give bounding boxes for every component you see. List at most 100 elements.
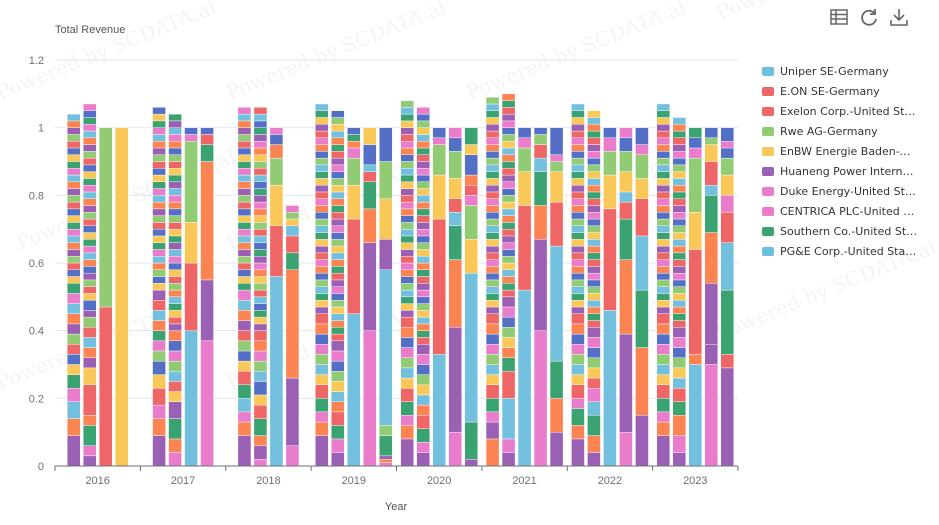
bar-segment[interactable] (152, 195, 166, 203)
bar-segment[interactable] (168, 381, 182, 392)
bar-segment[interactable] (533, 157, 548, 172)
bar-segment[interactable] (315, 191, 329, 199)
bar-segment[interactable] (571, 425, 585, 440)
bar-segment[interactable] (82, 384, 97, 416)
bar-segment[interactable] (237, 222, 252, 230)
bar-segment[interactable] (656, 266, 671, 274)
bar-segment[interactable] (501, 195, 516, 203)
bar-segment[interactable] (168, 256, 182, 264)
bar-segment[interactable] (485, 130, 500, 139)
bar-segment[interactable] (331, 252, 345, 260)
bar-segment[interactable] (587, 300, 601, 308)
bar-segment[interactable] (533, 127, 548, 135)
bar-segment[interactable] (253, 168, 268, 176)
bar-segment[interactable] (587, 272, 601, 281)
bar-segment[interactable] (253, 249, 268, 257)
legend-item[interactable]: Uniper SE-Germany (762, 61, 920, 81)
bar-segment[interactable] (82, 212, 97, 220)
bar-segment[interactable] (253, 154, 268, 162)
bar-segment[interactable] (237, 371, 252, 385)
bar-segment[interactable] (587, 313, 601, 321)
bar-segment[interactable] (672, 357, 687, 369)
bar-segment[interactable] (331, 306, 345, 314)
bar-segment[interactable] (464, 127, 478, 145)
bar-segment[interactable] (587, 279, 601, 287)
bar-segment[interactable] (152, 107, 166, 115)
bar-segment[interactable] (331, 313, 345, 321)
bar-segment[interactable] (331, 124, 345, 132)
bar-segment[interactable] (82, 266, 97, 274)
bar-group-2023[interactable] (656, 103, 735, 467)
bar-segment[interactable] (501, 228, 516, 237)
bar-segment[interactable] (656, 411, 671, 423)
bar-segment[interactable] (315, 259, 329, 267)
bar-segment[interactable] (656, 421, 671, 436)
bar-segment[interactable] (285, 212, 300, 220)
bar-segment[interactable] (485, 300, 500, 308)
bar-segment[interactable] (501, 181, 516, 189)
bar-segment[interactable] (253, 360, 268, 372)
bar-segment[interactable] (549, 431, 564, 467)
bar-segment[interactable] (237, 107, 252, 115)
bar-segment[interactable] (82, 151, 97, 159)
bar-segment[interactable] (688, 212, 703, 250)
bar-segment[interactable] (571, 354, 585, 365)
bar-segment[interactable] (416, 310, 430, 318)
bar-segment[interactable] (285, 269, 300, 379)
bar-segment[interactable] (400, 357, 414, 369)
bar-segment[interactable] (501, 262, 516, 270)
bar-segment[interactable] (416, 127, 430, 135)
bar-segment[interactable] (237, 283, 252, 291)
bar-segment[interactable] (485, 232, 500, 240)
bar-segment[interactable] (416, 249, 430, 257)
bar-segment[interactable] (656, 117, 671, 125)
bar-segment[interactable] (587, 218, 601, 226)
bar-segment[interactable] (253, 289, 268, 298)
bar-segment[interactable] (152, 168, 166, 176)
bar-segment[interactable] (501, 452, 516, 467)
bar-segment[interactable] (672, 259, 687, 267)
bar-segment[interactable] (485, 374, 500, 385)
bar-segment[interactable] (672, 415, 687, 436)
bar-segment[interactable] (587, 377, 601, 389)
bar-segment[interactable] (501, 371, 516, 399)
bar-segment[interactable] (400, 415, 414, 426)
bar-segment[interactable] (656, 205, 671, 213)
bar-segment[interactable] (331, 144, 345, 152)
bar-segment[interactable] (285, 205, 300, 213)
bar-segment[interactable] (656, 164, 671, 172)
bar-segment[interactable] (82, 103, 97, 111)
bar-segment[interactable] (587, 337, 601, 348)
bar-segment[interactable] (656, 144, 671, 152)
bar-segment[interactable] (587, 212, 601, 220)
bar-segment[interactable] (253, 208, 268, 216)
bar-segment[interactable] (416, 262, 430, 270)
bar-segment[interactable] (168, 208, 182, 216)
bar-segment[interactable] (416, 134, 430, 142)
bar-segment[interactable] (571, 323, 585, 335)
bar-segment[interactable] (237, 228, 252, 237)
bar-segment[interactable] (253, 120, 268, 128)
bar-segment[interactable] (331, 266, 345, 274)
bar-segment[interactable] (315, 333, 329, 345)
bar-segment[interactable] (517, 289, 532, 467)
bar-segment[interactable] (672, 387, 687, 402)
bar-segment[interactable] (82, 357, 97, 369)
bar-segment[interactable] (400, 249, 414, 257)
bar-segment[interactable] (587, 357, 601, 369)
bar-segment[interactable] (688, 127, 703, 139)
bar-segment[interactable] (485, 198, 500, 206)
bar-segment[interactable] (619, 171, 633, 193)
bar-segment[interactable] (672, 320, 687, 328)
bar-segment[interactable] (533, 134, 548, 145)
bar-segment[interactable] (501, 316, 516, 328)
bar-segment[interactable] (501, 93, 516, 101)
bar-segment[interactable] (400, 228, 414, 237)
bar-segment[interactable] (315, 252, 329, 260)
bar-segment[interactable] (635, 178, 649, 199)
bar-segment[interactable] (448, 259, 462, 328)
bar-segment[interactable] (331, 320, 345, 328)
bar-segment[interactable] (237, 384, 252, 399)
bar-segment[interactable] (269, 127, 284, 135)
bar-segment[interactable] (720, 140, 735, 149)
